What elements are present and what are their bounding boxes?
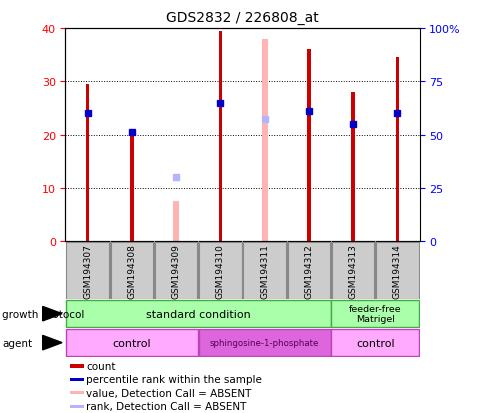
- Text: growth protocol: growth protocol: [2, 309, 85, 319]
- Text: control: control: [112, 338, 151, 348]
- Text: standard condition: standard condition: [146, 309, 250, 319]
- Bar: [130, 134, 134, 242]
- Bar: [66, 330, 197, 356]
- Title: GDS2832 / 226808_at: GDS2832 / 226808_at: [166, 11, 318, 25]
- Bar: [395, 58, 398, 242]
- Bar: [243, 242, 285, 299]
- Text: GSM194313: GSM194313: [348, 243, 357, 298]
- Bar: [70, 391, 84, 394]
- Bar: [376, 242, 418, 299]
- Text: rank, Detection Call = ABSENT: rank, Detection Call = ABSENT: [86, 401, 246, 411]
- Text: count: count: [86, 361, 116, 371]
- Text: control: control: [355, 338, 394, 348]
- Polygon shape: [43, 306, 62, 321]
- Polygon shape: [43, 335, 62, 350]
- Bar: [331, 330, 418, 356]
- Bar: [173, 202, 179, 242]
- Text: agent: agent: [2, 338, 32, 348]
- Bar: [350, 93, 354, 242]
- Bar: [70, 405, 84, 408]
- Bar: [66, 301, 330, 327]
- Bar: [70, 378, 84, 381]
- Bar: [154, 242, 197, 299]
- Bar: [198, 330, 330, 356]
- Bar: [110, 242, 153, 299]
- Text: GSM194308: GSM194308: [127, 243, 136, 298]
- Bar: [199, 242, 241, 299]
- Bar: [218, 31, 222, 242]
- Text: GSM194309: GSM194309: [171, 243, 180, 298]
- Text: percentile rank within the sample: percentile rank within the sample: [86, 375, 262, 385]
- Text: GSM194307: GSM194307: [83, 243, 92, 298]
- Text: value, Detection Call = ABSENT: value, Detection Call = ABSENT: [86, 388, 251, 398]
- Text: GSM194310: GSM194310: [215, 243, 225, 298]
- Bar: [66, 242, 108, 299]
- Text: feeder-free
Matrigel: feeder-free Matrigel: [348, 304, 401, 323]
- Text: GSM194314: GSM194314: [392, 243, 401, 298]
- Text: GSM194312: GSM194312: [304, 243, 313, 298]
- Bar: [331, 301, 418, 327]
- Text: GSM194311: GSM194311: [259, 243, 269, 298]
- Bar: [261, 40, 267, 242]
- Text: sphingosine-1-phosphate: sphingosine-1-phosphate: [210, 338, 318, 347]
- Bar: [306, 50, 310, 242]
- Bar: [86, 85, 89, 242]
- Bar: [70, 364, 84, 368]
- Bar: [287, 242, 330, 299]
- Bar: [331, 242, 374, 299]
